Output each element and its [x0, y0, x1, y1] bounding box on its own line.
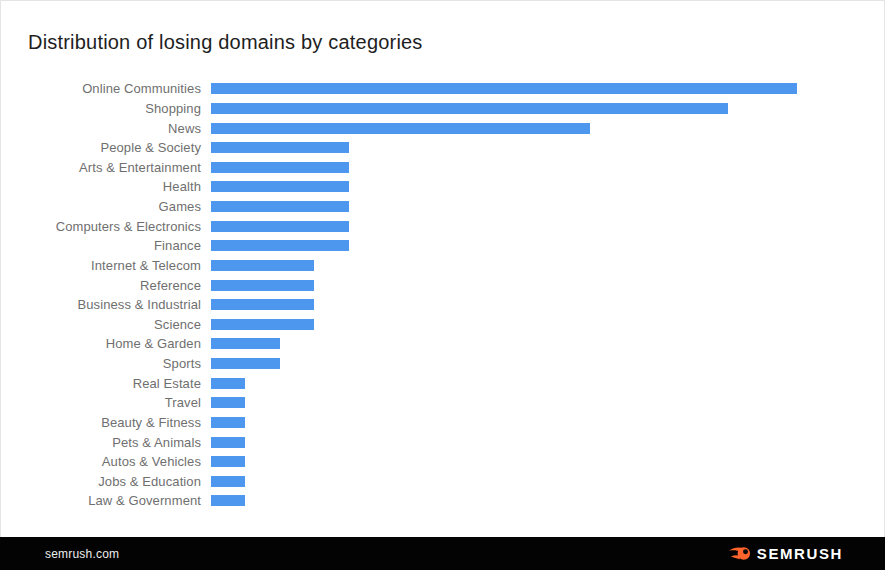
chart-row: Law & Government	[0, 491, 885, 511]
footer-bar: semrush.com SEMRUSH	[0, 537, 885, 570]
category-label: Business & Industrial	[0, 297, 201, 312]
bar	[211, 299, 314, 310]
chart-row: Home & Garden	[0, 334, 885, 354]
chart-row: Autos & Vehicles	[0, 452, 885, 472]
bar	[211, 397, 245, 408]
bar	[211, 201, 349, 212]
category-label: Autos & Vehicles	[0, 454, 201, 469]
bar	[211, 417, 245, 428]
chart-row: Science	[0, 315, 885, 335]
chart-row: Sports	[0, 354, 885, 374]
bar	[211, 181, 349, 192]
slide-canvas: Distribution of losing domains by catego…	[0, 0, 885, 570]
bar	[211, 260, 314, 271]
chart-row: Health	[0, 177, 885, 197]
category-label: Internet & Telecom	[0, 258, 201, 273]
chart-row: Travel	[0, 393, 885, 413]
category-label: Reference	[0, 278, 201, 293]
category-label: Computers & Electronics	[0, 219, 201, 234]
bar	[211, 338, 280, 349]
chart-row: People & Society	[0, 138, 885, 158]
bar	[211, 103, 728, 114]
chart-title: Distribution of losing domains by catego…	[28, 30, 423, 54]
chart-row: Online Communities	[0, 79, 885, 99]
semrush-wordmark: SEMRUSH	[757, 545, 843, 562]
chart-row: Reference	[0, 275, 885, 295]
category-label: Jobs & Education	[0, 474, 201, 489]
category-label: Home & Garden	[0, 336, 201, 351]
chart-row: Jobs & Education	[0, 472, 885, 492]
bar	[211, 319, 314, 330]
bar	[211, 162, 349, 173]
category-label: Pets & Animals	[0, 435, 201, 450]
category-label: Games	[0, 199, 201, 214]
semrush-logo: SEMRUSH	[728, 542, 843, 565]
chart-row: Business & Industrial	[0, 295, 885, 315]
bar	[211, 142, 349, 153]
bar	[211, 240, 349, 251]
bar	[211, 476, 245, 487]
chart-row: News	[0, 118, 885, 138]
chart-row: Computers & Electronics	[0, 216, 885, 236]
bar	[211, 221, 349, 232]
category-label: Law & Government	[0, 493, 201, 508]
bar	[211, 437, 245, 448]
bar	[211, 123, 590, 134]
chart-row: Arts & Entertainment	[0, 158, 885, 178]
bar	[211, 456, 245, 467]
category-label: Health	[0, 179, 201, 194]
bar	[211, 378, 245, 389]
chart-row: Finance	[0, 236, 885, 256]
category-label: Arts & Entertainment	[0, 160, 201, 175]
bar	[211, 358, 280, 369]
chart-row: Games	[0, 197, 885, 217]
bar-chart: Online Communities Shopping News People & S…	[0, 79, 885, 511]
category-label: Shopping	[0, 101, 201, 116]
category-label: People & Society	[0, 140, 201, 155]
chart-row: Internet & Telecom	[0, 256, 885, 276]
footer-site-label: semrush.com	[45, 547, 119, 561]
semrush-flame-icon	[728, 542, 751, 565]
chart-row: Real Estate	[0, 373, 885, 393]
category-label: Travel	[0, 395, 201, 410]
bar	[211, 495, 245, 506]
category-label: Science	[0, 317, 201, 332]
bar	[211, 280, 314, 291]
category-label: Sports	[0, 356, 201, 371]
chart-row: Pets & Animals	[0, 432, 885, 452]
chart-row: Beauty & Fitness	[0, 413, 885, 433]
category-label: Finance	[0, 238, 201, 253]
chart-row: Shopping	[0, 99, 885, 119]
category-label: Online Communities	[0, 81, 201, 96]
category-label: News	[0, 121, 201, 136]
category-label: Real Estate	[0, 376, 201, 391]
category-label: Beauty & Fitness	[0, 415, 201, 430]
bar	[211, 83, 797, 94]
